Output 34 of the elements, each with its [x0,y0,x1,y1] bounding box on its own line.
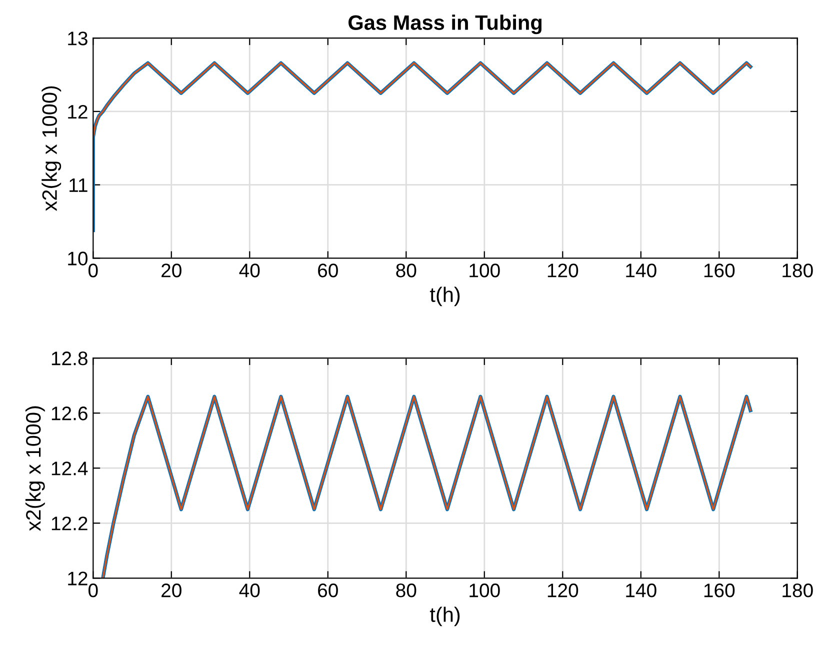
x-axis-title: t(h) [430,286,460,306]
x-axis-title: t(h) [430,606,460,626]
x-tick-label: 140 [626,584,656,598]
x-tick-label: 0 [88,264,98,278]
y-tick-label: 12.8 [52,352,88,366]
x-tick-label: 100 [470,264,500,278]
y-tick-label: 12 [68,572,88,586]
x-tick-label: 20 [162,584,182,598]
x-tick-label: 80 [396,584,416,598]
x-tick-label: 160 [704,264,735,278]
x-tick-label: 80 [396,264,416,278]
y-tick-label: 11 [70,178,88,192]
x-tick-label: 60 [318,584,338,598]
y-tick-label: 12.4 [52,462,88,476]
x-tick-label: 100 [470,584,500,598]
y-axis-title: x2(kg x 1000) [25,406,45,531]
y-tick-label: 12.6 [52,406,88,420]
x-tick-label: 120 [548,584,578,598]
y-tick-label: 10 [68,252,88,266]
x-tick-label: 40 [239,584,260,598]
y-tick-label: 12 [68,104,88,119]
x-tick-label: 180 [782,584,813,598]
x-tick-label: 60 [318,264,338,278]
y-axis-title: x2(kg x 1000) [42,86,62,212]
y-tick-label: 12.2 [52,516,88,530]
x-tick-label: 20 [162,264,182,278]
x-tick-label: 140 [626,264,656,278]
x-tick-label: 40 [239,264,260,278]
x-tick-label: 180 [782,264,813,278]
chart-title: Gas Mass in Tubing [348,14,542,34]
x-tick-label: 120 [548,264,578,278]
x-tick-label: 160 [704,584,735,598]
y-tick-label: 13 [68,32,88,46]
x-tick-label: 0 [88,584,98,598]
